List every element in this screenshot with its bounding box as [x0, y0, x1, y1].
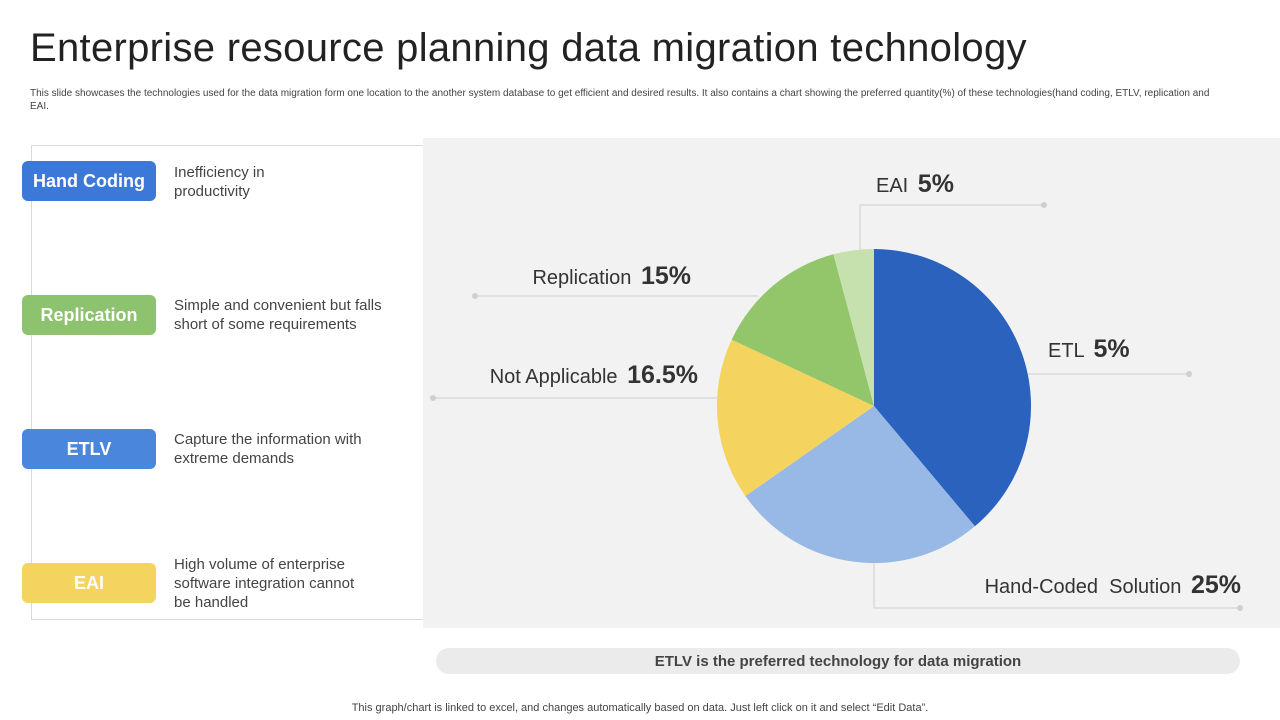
slice-name-replication: Replication [532, 267, 637, 289]
slice-name-eai: EAI [876, 175, 914, 197]
tech-description-etlv: Capture the information with extreme dem… [174, 431, 362, 467]
tech-badge-eai: EAI [22, 563, 156, 603]
tech-badge-hand-coding: Hand Coding [22, 161, 156, 201]
slice-label-etl: ETL 5% [1048, 335, 1130, 363]
page-subtitle: This slide showcases the technologies us… [30, 88, 1210, 112]
slice-name-not-applicable: Not Applicable [490, 366, 623, 388]
slice-value-eai: 5% [918, 170, 954, 198]
leader-dot-etl [1186, 371, 1192, 377]
page-title: Enterprise resource planning data migrat… [30, 26, 1027, 70]
slice-name-hand-coded-solution: Hand-Coded Solution [985, 576, 1187, 598]
pie-slice-replication [731, 254, 874, 406]
leader-dot-hand-coded-solution [1237, 605, 1243, 611]
leader-dot-not-applicable [430, 395, 436, 401]
slice-value-replication: 15% [641, 262, 691, 290]
tech-badge-etlv: ETLV [22, 429, 156, 469]
tech-item-replication: Replication Simple and convenient but fa… [0, 294, 400, 354]
tech-badge-replication: Replication [22, 295, 156, 335]
tech-item-eai: EAI High volume of enterprise software i… [0, 554, 400, 614]
tech-item-hand-coding: Hand Coding Inefficiency in productivity [0, 160, 400, 220]
footnote: This graph/chart is linked to excel, and… [351, 702, 929, 714]
conclusion-banner: ETLV is the preferred technology for dat… [436, 648, 1240, 674]
pie-slice-etl [874, 249, 1032, 527]
pie-chart: ETL 5% Hand-Coded Solution 25% Not Applica… [430, 170, 1243, 611]
slice-value-hand-coded-solution: 25% [1191, 571, 1241, 599]
chart-panel: ETL 5% Hand-Coded Solution 25% Not Applica… [423, 138, 1280, 628]
leader-dot-eai [1041, 202, 1047, 208]
leader-dot-replication [472, 293, 478, 299]
slice-label-not-applicable: Not Applicable 16.5% [490, 361, 698, 389]
tech-description-eai: High volume of enterprise software integ… [174, 556, 355, 611]
slice-value-etl: 5% [1094, 335, 1130, 363]
tech-item-etlv: ETLV Capture the information with extrem… [0, 428, 400, 488]
pie-slice-eai [833, 248, 874, 406]
leader-line-eai [859, 204, 1044, 250]
pie-slice-hand-coded-solution [745, 406, 975, 564]
tech-description-hand-coding: Inefficiency in productivity [174, 164, 265, 200]
slice-value-not-applicable: 16.5% [627, 361, 698, 389]
tech-description-replication: Simple and convenient but falls short of… [174, 297, 382, 333]
technology-panel [31, 145, 423, 620]
pie-slice-not-applicable [716, 339, 874, 497]
slice-name-etl: ETL [1048, 340, 1090, 362]
slice-label-eai: EAI 5% [876, 170, 954, 198]
slice-label-replication: Replication 15% [532, 262, 691, 290]
slice-label-hand-coded-solution: Hand-Coded Solution 25% [985, 571, 1241, 599]
leader-line-hand-coded-solution [873, 563, 1240, 609]
